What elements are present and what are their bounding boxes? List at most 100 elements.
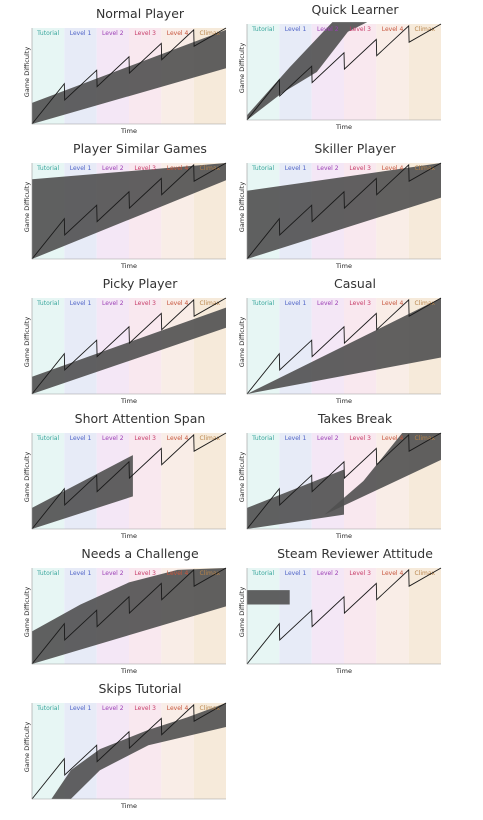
x-axis-label: Time [120, 397, 137, 405]
difficulty-chart: Tutorial Level 1 Level 2 Level 3 Level 4 Clim… [246, 162, 442, 270]
x-axis-label: Time [335, 532, 352, 540]
stage-label: Level 1 [70, 435, 92, 442]
y-axis-label: Game Difficulty [23, 181, 31, 233]
difficulty-curve [31, 702, 227, 800]
stage-label: Level 2 [102, 570, 124, 577]
stage-label: Level 2 [317, 300, 339, 307]
stage-label: Level 2 [317, 165, 339, 172]
difficulty-chart: Tutorial Level 1 Level 2 Level 3 Level 4 Clim… [31, 702, 227, 810]
stage-label: Level 4 [167, 570, 189, 577]
difficulty-chart: Tutorial Level 1 Level 2 Level 3 Level 4 Clim… [246, 297, 442, 405]
axis-lines [246, 163, 441, 260]
stage-label: Level 1 [285, 570, 307, 577]
stage-band-bg [311, 568, 344, 664]
panel-casual: Casual Tutorial Level 1 Level 2 Level 3 Leve… [238, 276, 465, 406]
panel-picky-player: Picky Player Tutorial Level 1 Level 2 Level… [23, 276, 250, 406]
panel-title: Picky Player [102, 276, 178, 291]
axis-lines [31, 28, 226, 125]
y-axis-label: Game Difficulty [23, 721, 31, 773]
stage-band-bg [376, 568, 409, 664]
stage-label: Tutorial [36, 30, 59, 37]
stage-label: Level 3 [134, 570, 156, 577]
stage-band-bg [32, 703, 65, 799]
stage-band-bg [344, 24, 377, 120]
stage-label: Level 4 [382, 26, 404, 33]
stage-label: Level 2 [317, 26, 339, 33]
stage-label: Tutorial [36, 165, 59, 172]
difficulty-range-band [324, 433, 441, 515]
panel-needs-a-challenge: Needs a Challenge Tutorial Level 1 Level 2… [23, 546, 250, 676]
difficulty-chart: Tutorial Level 1 Level 2 Level 3 Level 4 Clim… [31, 162, 227, 270]
axis-lines [246, 298, 441, 395]
panel-steam-reviewer-attitude: Steam Reviewer Attitude Tutorial Level 1 L… [238, 546, 465, 676]
difficulty-range-band [32, 163, 226, 259]
stage-label: Climax [414, 300, 435, 307]
stage-label: Climax [199, 30, 220, 37]
stage-band-bg [408, 24, 441, 120]
x-axis-label: Time [335, 667, 352, 675]
stage-band-bg [408, 568, 441, 664]
axis-lines [246, 433, 441, 530]
stage-label: Level 3 [134, 165, 156, 172]
stage-label: Level 3 [349, 165, 371, 172]
y-axis-label: Game Difficulty [238, 586, 246, 638]
x-axis-label: Time [335, 397, 352, 405]
axis-lines [31, 703, 226, 800]
axis-lines [246, 24, 441, 121]
panel-title: Player Similar Games [73, 141, 207, 156]
stage-label: Level 3 [349, 26, 371, 33]
difficulty-range-band [32, 568, 226, 664]
stage-label: Level 4 [167, 705, 189, 712]
panel-takes-break: Takes Break Tutorial Level 1 Level 2 Level … [238, 411, 465, 541]
difficulty-chart: Tutorial Level 1 Level 2 Level 3 Level 4 Clim… [31, 432, 227, 540]
y-axis-label: Game Difficulty [238, 451, 246, 503]
y-axis-label: Game Difficulty [23, 316, 31, 368]
difficulty-range-band [247, 590, 290, 605]
difficulty-range-band [32, 455, 133, 529]
stage-label: Level 2 [102, 705, 124, 712]
panel-title: Needs a Challenge [81, 546, 199, 561]
panel-title: Steam Reviewer Attitude [277, 546, 433, 561]
stage-label: Level 4 [167, 300, 189, 307]
x-axis-label: Time [120, 802, 137, 810]
stage-label: Level 2 [102, 435, 124, 442]
stage-label: Tutorial [251, 300, 274, 307]
x-axis-label: Time [335, 262, 352, 270]
x-axis-label: Time [120, 127, 137, 135]
stage-label: Tutorial [251, 435, 274, 442]
panel-quick-learner: Quick Learner Tutorial Level 1 Level 2 Leve… [238, 2, 465, 132]
stage-label: Level 3 [349, 300, 371, 307]
difficulty-range-band [32, 29, 226, 124]
stage-band-bg [344, 568, 377, 664]
panel-normal-player: Normal Player Tutorial Level 1 Level 2 Leve… [23, 6, 250, 136]
stage-label: Level 1 [70, 30, 92, 37]
difficulty-chart: Tutorial Level 1 Level 2 Level 3 Level 4 Clim… [246, 22, 442, 131]
difficulty-curve [31, 432, 227, 530]
stage-label: Level 1 [285, 26, 307, 33]
y-axis-label: Game Difficulty [238, 316, 246, 368]
stage-band-bg [279, 568, 312, 664]
stage-label: Tutorial [251, 26, 274, 33]
stage-label: Level 2 [102, 300, 124, 307]
stage-label: Tutorial [36, 435, 59, 442]
stage-label: Level 4 [167, 30, 189, 37]
stage-label: Climax [414, 165, 435, 172]
difficulty-chart: Tutorial Level 1 Level 2 Level 3 Level 4 Clim… [31, 27, 227, 135]
stage-label: Level 2 [317, 570, 339, 577]
stage-label: Level 1 [70, 300, 92, 307]
stage-label: Tutorial [36, 570, 59, 577]
stage-band-bg [247, 298, 280, 394]
stage-label: Tutorial [251, 165, 274, 172]
panel-title: Quick Learner [311, 2, 399, 17]
difficulty-chart: Tutorial Level 1 Level 2 Level 3 Level 4 Clim… [31, 297, 227, 405]
stage-label: Climax [414, 26, 435, 33]
difficulty-curve [31, 27, 227, 125]
stage-band-bg [129, 433, 162, 529]
stage-label: Climax [199, 705, 220, 712]
difficulty-curve [31, 297, 227, 395]
x-axis-label: Time [120, 532, 137, 540]
stage-label: Level 2 [317, 435, 339, 442]
panel-short-attention-span: Short Attention Span Tutorial Level 1 Leve… [23, 411, 250, 541]
y-axis-label: Game Difficulty [23, 451, 31, 503]
difficulty-curve [31, 162, 227, 260]
